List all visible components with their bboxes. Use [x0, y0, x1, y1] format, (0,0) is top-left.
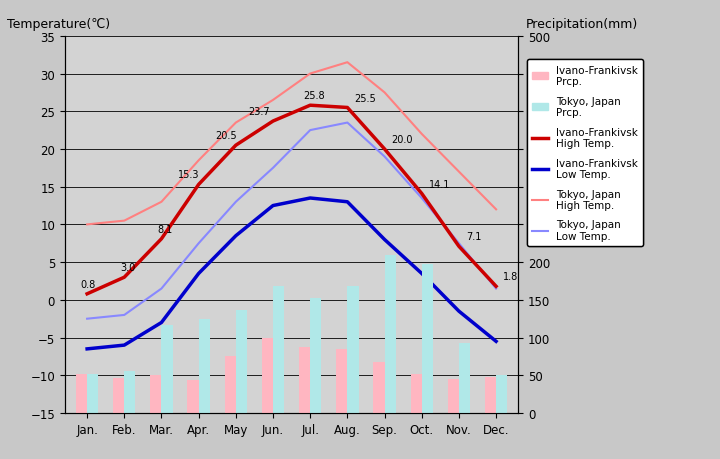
Tokyo, Japan
Low Temp. — [120, 313, 129, 318]
Text: 3.0: 3.0 — [120, 263, 135, 273]
Bar — [347, 286, 359, 413]
Bar — [187, 380, 199, 413]
Text: 1.8: 1.8 — [503, 272, 518, 282]
Tokyo, Japan
Low Temp. — [454, 241, 463, 246]
Bar — [374, 363, 384, 413]
Text: 25.5: 25.5 — [354, 93, 376, 103]
Ivano-Frankivsk
High Temp. — [194, 182, 203, 188]
Bar — [125, 371, 135, 413]
Text: 15.3: 15.3 — [178, 170, 199, 180]
Text: 0.8: 0.8 — [80, 279, 96, 289]
Bar — [161, 325, 173, 413]
Ivano-Frankivsk
High Temp. — [418, 191, 426, 197]
Tokyo, Japan
Low Temp. — [157, 286, 166, 291]
Tokyo, Japan
Low Temp. — [232, 200, 240, 205]
Bar — [225, 357, 236, 413]
Ivano-Frankivsk
Low Temp. — [83, 347, 91, 352]
Ivano-Frankivsk
High Temp. — [343, 106, 351, 111]
Tokyo, Japan
High Temp. — [380, 90, 389, 96]
Text: 8.1: 8.1 — [157, 224, 173, 234]
Tokyo, Japan
High Temp. — [232, 121, 240, 126]
Ivano-Frankivsk
High Temp. — [120, 275, 129, 280]
Ivano-Frankivsk
High Temp. — [83, 291, 91, 297]
Bar — [76, 374, 87, 413]
Ivano-Frankivsk
Low Temp. — [194, 271, 203, 277]
Text: 7.1: 7.1 — [466, 232, 481, 242]
Tokyo, Japan
High Temp. — [194, 158, 203, 164]
Bar — [199, 319, 210, 413]
Ivano-Frankivsk
High Temp. — [157, 236, 166, 242]
Bar — [310, 298, 321, 413]
Tokyo, Japan
Low Temp. — [380, 154, 389, 160]
Ivano-Frankivsk
High Temp. — [454, 244, 463, 250]
Text: 25.8: 25.8 — [303, 91, 325, 101]
Tokyo, Japan
High Temp. — [269, 98, 277, 103]
Bar — [496, 375, 508, 413]
Tokyo, Japan
Low Temp. — [269, 166, 277, 171]
Bar — [485, 377, 496, 413]
Ivano-Frankivsk
High Temp. — [492, 284, 500, 289]
Ivano-Frankivsk
High Temp. — [232, 143, 240, 149]
Bar — [384, 255, 396, 413]
Tokyo, Japan
High Temp. — [418, 132, 426, 137]
Tokyo, Japan
High Temp. — [83, 222, 91, 228]
Ivano-Frankivsk
High Temp. — [380, 147, 389, 152]
Bar — [459, 343, 470, 413]
Bar — [113, 378, 125, 413]
Text: Temperature(℃): Temperature(℃) — [7, 18, 110, 31]
Ivano-Frankivsk
Low Temp. — [269, 203, 277, 209]
Legend: Ivano-Frankivsk
Prcp., Tokyo, Japan
Prcp., Ivano-Frankivsk
High Temp., Ivano-Fra: Ivano-Frankivsk Prcp., Tokyo, Japan Prcp… — [527, 60, 644, 247]
Bar — [410, 374, 422, 413]
Tokyo, Japan
High Temp. — [120, 218, 129, 224]
Bar — [448, 379, 459, 413]
Tokyo, Japan
High Temp. — [492, 207, 500, 213]
Text: Precipitation(mm): Precipitation(mm) — [526, 18, 638, 31]
Line: Tokyo, Japan
High Temp.: Tokyo, Japan High Temp. — [87, 63, 496, 225]
Ivano-Frankivsk
Low Temp. — [380, 237, 389, 243]
Ivano-Frankivsk
High Temp. — [269, 119, 277, 124]
Ivano-Frankivsk
Low Temp. — [232, 234, 240, 239]
Ivano-Frankivsk
Low Temp. — [343, 200, 351, 205]
Bar — [150, 375, 161, 413]
Bar — [336, 349, 347, 413]
Ivano-Frankivsk
Low Temp. — [306, 196, 315, 202]
Text: 20.5: 20.5 — [215, 131, 237, 141]
Line: Tokyo, Japan
Low Temp.: Tokyo, Japan Low Temp. — [87, 123, 496, 319]
Ivano-Frankivsk
Low Temp. — [454, 309, 463, 314]
Bar — [299, 347, 310, 413]
Ivano-Frankivsk
Low Temp. — [418, 271, 426, 277]
Tokyo, Japan
High Temp. — [157, 200, 166, 205]
Ivano-Frankivsk
Low Temp. — [157, 320, 166, 325]
Bar — [422, 265, 433, 413]
Bar — [236, 310, 247, 413]
Bar — [262, 338, 273, 413]
Ivano-Frankivsk
Low Temp. — [492, 339, 500, 344]
Tokyo, Japan
High Temp. — [454, 169, 463, 175]
Tokyo, Japan
Low Temp. — [343, 121, 351, 126]
Tokyo, Japan
Low Temp. — [194, 241, 203, 246]
Text: 23.7: 23.7 — [248, 107, 269, 117]
Tokyo, Japan
Low Temp. — [418, 196, 426, 202]
Tokyo, Japan
High Temp. — [343, 60, 351, 66]
Bar — [87, 374, 98, 413]
Tokyo, Japan
Low Temp. — [306, 128, 315, 134]
Line: Ivano-Frankivsk
High Temp.: Ivano-Frankivsk High Temp. — [87, 106, 496, 294]
Text: 20.0: 20.0 — [392, 135, 413, 145]
Line: Ivano-Frankivsk
Low Temp.: Ivano-Frankivsk Low Temp. — [87, 199, 496, 349]
Bar — [273, 286, 284, 413]
Tokyo, Japan
Low Temp. — [83, 316, 91, 322]
Tokyo, Japan
Low Temp. — [492, 286, 500, 291]
Text: 14.1: 14.1 — [428, 179, 450, 189]
Ivano-Frankivsk
High Temp. — [306, 103, 315, 109]
Ivano-Frankivsk
Low Temp. — [120, 342, 129, 348]
Tokyo, Japan
High Temp. — [306, 72, 315, 77]
